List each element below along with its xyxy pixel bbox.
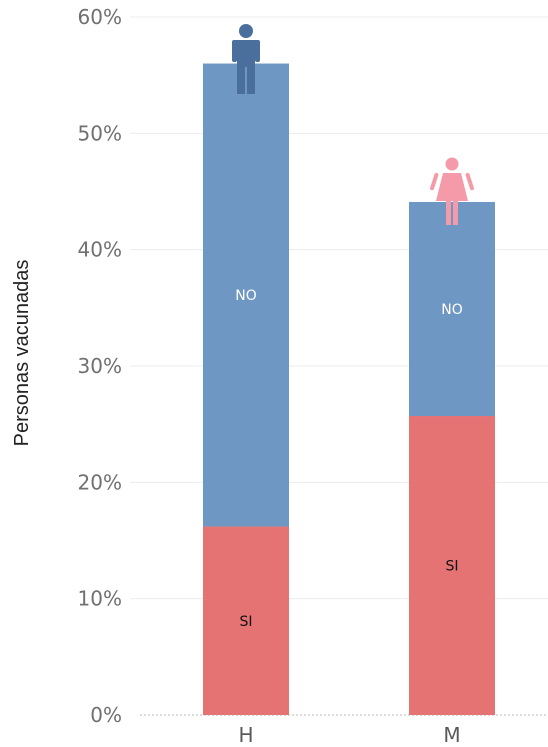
y-axis-label: Personas vacunadas <box>11 260 33 447</box>
male-person-icon <box>232 24 260 94</box>
female-person-icon <box>430 157 474 225</box>
segment-label: SI <box>239 614 252 630</box>
segment-label: NO <box>235 288 257 304</box>
y-tick-label: 20% <box>78 470 122 494</box>
bar-si-m <box>409 416 495 715</box>
x-category-label: M <box>443 723 460 747</box>
y-tick-label: 0% <box>90 703 122 727</box>
y-tick-label: 60% <box>78 5 122 29</box>
y-tick-label: 50% <box>78 121 122 145</box>
bar-no-m <box>409 201 495 417</box>
y-tick-label: 40% <box>78 238 122 262</box>
bar-no-h <box>203 63 289 527</box>
y-tick-label: 10% <box>78 587 122 611</box>
segment-label: SI <box>445 559 458 575</box>
segment-labels: SI NO SI NO <box>235 288 463 630</box>
x-category-label: H <box>238 723 253 747</box>
y-tick-label: 30% <box>78 354 122 378</box>
y-axis-ticks: 0% 10% 20% 30% 40% 50% 60% <box>78 5 122 727</box>
category-icons <box>232 24 474 225</box>
bar-si-h <box>203 526 289 715</box>
bars <box>203 63 495 715</box>
segment-label: NO <box>441 302 463 318</box>
